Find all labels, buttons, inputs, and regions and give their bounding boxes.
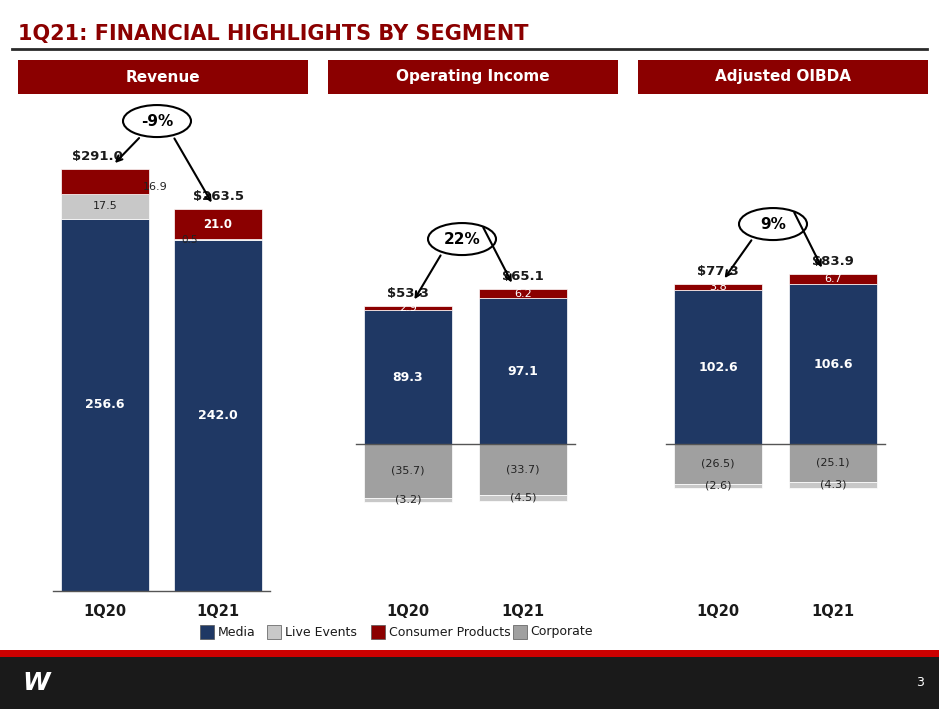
- Text: 1Q20: 1Q20: [697, 603, 740, 618]
- Text: (33.7): (33.7): [506, 464, 540, 474]
- Text: 89.3: 89.3: [393, 371, 423, 384]
- Text: 22%: 22%: [443, 232, 481, 247]
- Bar: [479, 289, 567, 298]
- Bar: [789, 444, 877, 481]
- Text: $263.5: $263.5: [192, 190, 243, 203]
- Text: Adjusted OIBDA: Adjusted OIBDA: [715, 69, 851, 84]
- Bar: [200, 625, 214, 639]
- Text: $83.9: $83.9: [812, 255, 854, 268]
- Text: Media: Media: [218, 625, 255, 639]
- Text: (25.1): (25.1): [816, 458, 850, 468]
- Text: $291.0: $291.0: [71, 150, 122, 163]
- Text: 1Q21: 1Q21: [196, 603, 239, 618]
- Text: Revenue: Revenue: [126, 69, 200, 84]
- Text: $53.3: $53.3: [387, 286, 429, 300]
- Bar: [674, 284, 762, 290]
- Text: 97.1: 97.1: [508, 364, 538, 378]
- Text: 106.6: 106.6: [813, 357, 853, 371]
- Bar: [674, 444, 762, 484]
- Ellipse shape: [123, 105, 191, 137]
- Text: 102.6: 102.6: [699, 361, 738, 374]
- Text: 1Q21: 1Q21: [501, 603, 545, 618]
- Text: $77.3: $77.3: [697, 265, 739, 279]
- Bar: [364, 310, 452, 444]
- Bar: [364, 498, 452, 503]
- Text: 16.9: 16.9: [143, 182, 167, 191]
- Text: Corporate: Corporate: [531, 625, 593, 639]
- Ellipse shape: [428, 223, 496, 255]
- Bar: [789, 481, 877, 488]
- Bar: [371, 625, 385, 639]
- Text: (2.6): (2.6): [705, 481, 731, 491]
- Text: 6.2: 6.2: [515, 289, 531, 298]
- Text: Live Events: Live Events: [285, 625, 357, 639]
- Bar: [174, 209, 262, 240]
- Bar: [789, 274, 877, 284]
- Text: 0.5: 0.5: [182, 235, 198, 245]
- Text: 2.9: 2.9: [399, 303, 417, 313]
- Text: W: W: [22, 671, 50, 695]
- Text: (26.5): (26.5): [701, 459, 734, 469]
- Text: 242.0: 242.0: [198, 409, 238, 422]
- Bar: [479, 444, 567, 495]
- Bar: [479, 298, 567, 444]
- Ellipse shape: [739, 208, 807, 240]
- Bar: [513, 625, 527, 639]
- Text: 3.8: 3.8: [709, 282, 727, 292]
- Text: (4.5): (4.5): [510, 493, 536, 503]
- Bar: [364, 444, 452, 498]
- Text: 1Q21: 1Q21: [811, 603, 854, 618]
- Text: 3: 3: [916, 676, 924, 689]
- Bar: [18, 60, 308, 94]
- Bar: [479, 495, 567, 501]
- Text: 1Q21: FINANCIAL HIGHLIGHTS BY SEGMENT: 1Q21: FINANCIAL HIGHLIGHTS BY SEGMENT: [18, 24, 529, 44]
- Bar: [174, 240, 262, 591]
- Text: (4.3): (4.3): [820, 480, 846, 490]
- Text: 21.0: 21.0: [204, 218, 233, 230]
- Bar: [267, 625, 281, 639]
- Bar: [61, 219, 149, 591]
- Bar: [674, 484, 762, 488]
- Bar: [0, 650, 939, 657]
- Text: Operating Income: Operating Income: [396, 69, 550, 84]
- Text: 1Q20: 1Q20: [387, 603, 429, 618]
- Bar: [0, 657, 939, 709]
- Bar: [364, 306, 452, 310]
- Text: -9%: -9%: [141, 113, 173, 128]
- Text: (3.2): (3.2): [394, 495, 422, 505]
- Text: 17.5: 17.5: [93, 201, 117, 211]
- Bar: [61, 194, 149, 219]
- Bar: [328, 60, 618, 94]
- Text: 6.7: 6.7: [824, 274, 842, 284]
- Bar: [674, 290, 762, 444]
- Text: $65.1: $65.1: [502, 270, 544, 283]
- Text: (35.7): (35.7): [392, 466, 424, 476]
- Text: 9%: 9%: [760, 216, 786, 232]
- Bar: [789, 284, 877, 444]
- Bar: [638, 60, 928, 94]
- Text: 1Q20: 1Q20: [84, 603, 127, 618]
- Text: 256.6: 256.6: [85, 398, 125, 411]
- Text: Consumer Products: Consumer Products: [389, 625, 511, 639]
- Bar: [61, 169, 149, 194]
